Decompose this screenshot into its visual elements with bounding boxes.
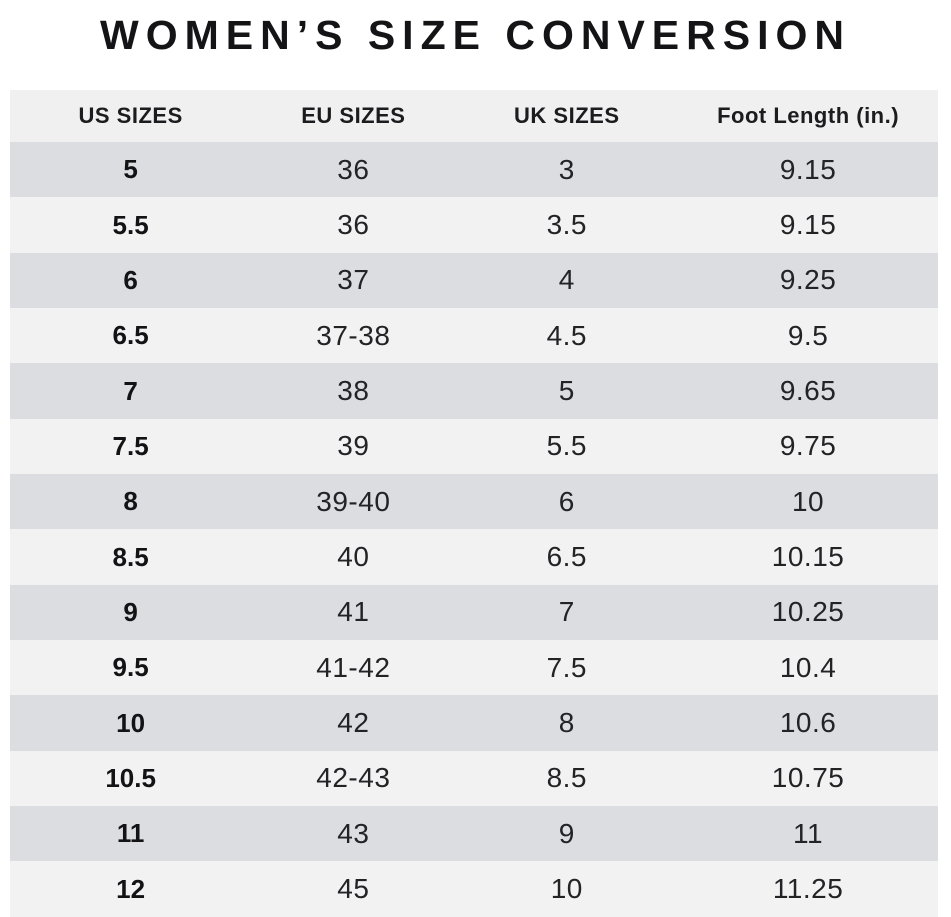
cell-us-size: 11 <box>116 818 145 849</box>
cell-us-size: 7.5 <box>112 430 149 461</box>
table-row: 11 43 9 11 <box>10 806 938 862</box>
table-row: 6.5 37-38 4.5 9.5 <box>10 308 938 364</box>
cell-uk-size: 4 <box>558 264 575 296</box>
cell-foot-length: 10.15 <box>771 541 845 573</box>
cell-foot-length: 10.4 <box>779 651 837 683</box>
table-row: 7 38 5 9.65 <box>10 363 938 419</box>
cell-uk-size: 3.5 <box>546 209 587 241</box>
cell-eu-size: 41 <box>337 596 370 628</box>
cell-uk-size: 6 <box>558 485 575 517</box>
table-row: 9.5 41-42 7.5 10.4 <box>10 640 938 696</box>
conversion-table-wrap: US SIZES EU SIZES UK SIZES Foot Length (… <box>10 90 938 917</box>
cell-us-size: 8 <box>123 486 138 517</box>
cell-eu-size: 37 <box>337 264 370 296</box>
cell-foot-length: 9.5 <box>787 319 829 351</box>
header-eu-sizes: EU SIZES <box>301 103 406 128</box>
cell-foot-length: 9.65 <box>779 375 837 407</box>
cell-foot-length: 10 <box>791 485 825 517</box>
table-row: 5 36 3 9.15 <box>10 142 938 198</box>
cell-foot-length: 9.15 <box>779 209 837 241</box>
cell-eu-size: 45 <box>337 873 370 905</box>
size-conversion-table: US SIZES EU SIZES UK SIZES Foot Length (… <box>10 90 938 917</box>
cell-us-size: 6 <box>123 264 138 295</box>
cell-eu-size: 42 <box>337 707 370 739</box>
cell-uk-size: 8 <box>558 707 575 739</box>
table-row: 5.5 36 3.5 9.15 <box>10 197 938 253</box>
header-foot-length: Foot Length (in.) <box>717 103 900 128</box>
cell-eu-size: 39-40 <box>316 485 391 517</box>
cell-foot-length: 10.25 <box>771 596 845 628</box>
header-row: US SIZES EU SIZES UK SIZES Foot Length (… <box>10 90 938 142</box>
cell-eu-size: 37-38 <box>316 319 391 351</box>
cell-foot-length: 9.25 <box>779 264 837 296</box>
cell-us-size: 9.5 <box>112 652 149 683</box>
table-row: 8.5 40 6.5 10.15 <box>10 529 938 585</box>
table-row: 8 39-40 6 10 <box>10 474 938 530</box>
cell-uk-size: 6.5 <box>546 541 587 573</box>
cell-eu-size: 42-43 <box>316 762 391 794</box>
cell-uk-size: 5.5 <box>546 430 587 462</box>
header-uk-sizes: UK SIZES <box>514 103 620 128</box>
cell-us-size: 10.5 <box>105 762 156 793</box>
cell-uk-size: 8.5 <box>546 762 587 794</box>
cell-us-size: 12 <box>116 873 146 904</box>
cell-us-size: 5 <box>123 154 138 185</box>
cell-eu-size: 36 <box>337 209 370 241</box>
cell-foot-length: 9.75 <box>779 430 837 462</box>
table-row: 10 42 8 10.6 <box>10 695 938 751</box>
cell-foot-length: 11 <box>793 817 824 849</box>
cell-eu-size: 39 <box>337 430 370 462</box>
table-row: 10.5 42-43 8.5 10.75 <box>10 750 938 807</box>
cell-eu-size: 40 <box>337 541 370 573</box>
cell-uk-size: 7 <box>558 596 575 628</box>
cell-eu-size: 41-42 <box>316 651 391 683</box>
cell-us-size: 6.5 <box>112 320 149 351</box>
page-title: WOMEN’S SIZE CONVERSION <box>100 12 851 58</box>
cell-foot-length: 11.25 <box>772 873 844 905</box>
cell-uk-size: 3 <box>558 153 575 185</box>
table-row: 12 45 10 11.25 <box>10 861 938 917</box>
cell-eu-size: 38 <box>337 375 370 407</box>
cell-uk-size: 9 <box>558 817 575 849</box>
cell-uk-size: 10 <box>550 873 583 905</box>
cell-uk-size: 5 <box>558 375 575 407</box>
cell-foot-length: 9.15 <box>779 153 837 185</box>
table-body: 5 36 3 9.15 5.5 36 3.5 9.15 6 37 4 9.25 6.5 37-38 4.5 9… <box>10 142 938 917</box>
cell-eu-size: 43 <box>337 817 370 849</box>
header-us-sizes: US SIZES <box>78 103 183 128</box>
cell-foot-length: 10.75 <box>771 762 845 794</box>
cell-eu-size: 36 <box>337 153 370 185</box>
table-row: 6 37 4 9.25 <box>10 252 938 309</box>
cell-foot-length: 10.6 <box>779 707 837 739</box>
cell-us-size: 5.5 <box>112 209 149 240</box>
cell-us-size: 9 <box>123 596 138 627</box>
cell-us-size: 7 <box>123 375 138 406</box>
cell-uk-size: 7.5 <box>546 651 587 683</box>
cell-us-size: 8.5 <box>112 541 149 572</box>
table-header: US SIZES EU SIZES UK SIZES Foot Length (… <box>10 90 938 142</box>
cell-uk-size: 4.5 <box>546 319 587 351</box>
cell-us-size: 10 <box>116 707 146 738</box>
table-row: 9 41 7 10.25 <box>10 584 938 641</box>
table-row: 7.5 39 5.5 9.75 <box>10 418 938 475</box>
